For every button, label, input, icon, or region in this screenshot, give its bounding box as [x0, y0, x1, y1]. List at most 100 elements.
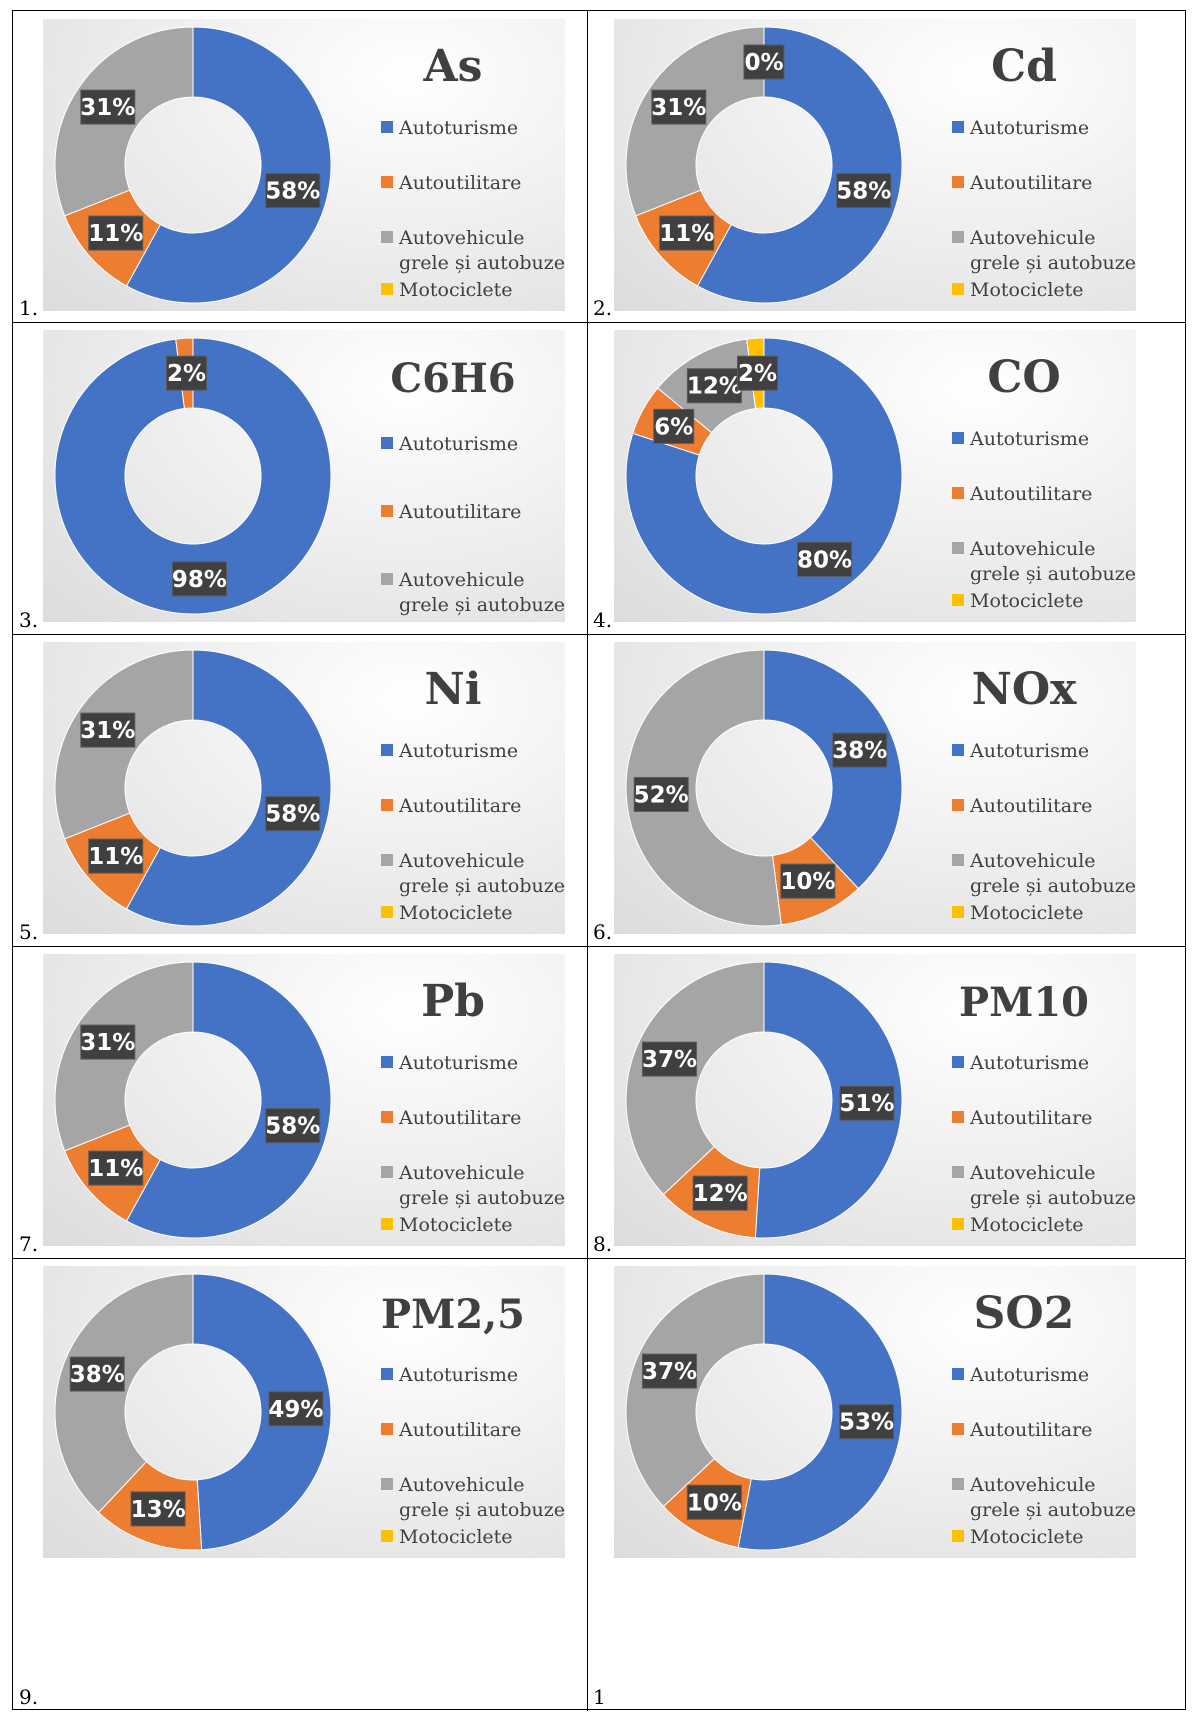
legend-item: Autoturisme: [952, 740, 1089, 762]
legend-label: Motociclete: [399, 1214, 513, 1236]
data-label-text: 51%: [839, 1091, 894, 1117]
data-label-text: 31%: [80, 718, 135, 744]
data-label-text: 58%: [836, 179, 891, 205]
data-label-text: 11%: [88, 1156, 143, 1182]
data-label-text: 11%: [88, 221, 143, 247]
legend-swatch: [952, 1368, 964, 1380]
legend-swatch: [381, 906, 393, 918]
legend-label: Autoutilitare: [969, 172, 1092, 194]
data-label-text: 58%: [265, 179, 320, 205]
chart-number: 4.: [593, 608, 613, 632]
chart-number: 6.: [593, 920, 613, 944]
chart-title: SO2: [974, 1288, 1075, 1339]
donut-slice: [125, 26, 332, 304]
donut-slice: [625, 1273, 765, 1508]
chart-panel-co: 80% 6% 12% 2% CO Autoturisme Autoutilitare Auto…: [614, 330, 1136, 622]
data-label-text: 58%: [265, 802, 320, 828]
grid-divider-vertical: [587, 11, 588, 1711]
data-label: 38%: [832, 732, 887, 768]
legend-item: Autovehicule grele și autobuze: [952, 227, 1136, 274]
legend-label: Autoturisme: [398, 117, 518, 139]
legend-item: Motociclete: [381, 1526, 513, 1548]
donut-chart-svg: 98% 2% C6H6 Autoturisme Autoutilitare Autoveh…: [54, 337, 565, 616]
chart-panel-pm10: 51% 12% 37% PM10 Autoturisme Autoutilitare Aut…: [614, 954, 1136, 1246]
legend-item: Autovehicule grele și autobuze: [381, 1162, 565, 1209]
legend-swatch: [952, 1166, 964, 1178]
legend-item: Autoturisme: [381, 433, 518, 455]
data-label: 10%: [687, 1484, 742, 1520]
legend-label: Autovehicule grele și autobuze: [969, 1162, 1136, 1209]
legend-swatch: [952, 487, 964, 499]
legend-swatch: [381, 231, 393, 243]
data-label: 6%: [653, 408, 695, 444]
legend-swatch: [381, 121, 393, 133]
donut-chart-svg: 58% 11% 31% As Autoturisme Autoutilitare Autov…: [54, 26, 565, 304]
data-label: 13%: [131, 1491, 186, 1527]
legend-label: Motociclete: [970, 1526, 1084, 1548]
chart-panel-pm25: 49% 13% 38% PM2,5 Autoturisme Autoutilitare Au…: [43, 1266, 565, 1558]
donut-chart-svg: 53% 10% 37% SO2 Autoturisme Autoutilitare Auto…: [625, 1273, 1136, 1551]
grid-divider-horizontal: [13, 634, 1185, 635]
data-label-text: 6%: [654, 414, 693, 440]
legend-swatch: [952, 799, 964, 811]
data-label: 52%: [634, 776, 689, 812]
data-label-text: 31%: [80, 95, 135, 121]
donut-chart-svg: 58% 11% 31% Ni Autoturisme Autoutilitare Autov…: [54, 649, 565, 927]
legend-swatch: [381, 1423, 393, 1435]
legend-label: Autoturisme: [969, 428, 1089, 450]
legend-label: Autoturisme: [969, 740, 1089, 762]
legend-swatch: [952, 121, 964, 133]
chart-panel-cd: 58% 11% 31% 0% Cd Autoturisme Autoutilitare Aut…: [614, 19, 1136, 311]
donut-slice: [696, 26, 903, 304]
legend-swatch: [381, 283, 393, 295]
legend-item: Autoturisme: [952, 1052, 1089, 1074]
legend-item: Autovehicule grele și autobuze: [381, 569, 565, 616]
data-label: 31%: [80, 89, 135, 125]
legend-label: Autovehicule grele și autobuze: [398, 1162, 565, 1209]
legend-item: Autoutilitare: [952, 483, 1092, 505]
legend-item: Motociclete: [952, 279, 1084, 301]
legend-swatch: [952, 906, 964, 918]
legend-item: Autoturisme: [381, 740, 518, 762]
chart-title: Pb: [421, 976, 485, 1027]
donut-slice: [625, 649, 782, 927]
data-label: 0%: [743, 44, 785, 80]
data-label-text: 58%: [265, 1114, 320, 1140]
legend-label: Motociclete: [399, 902, 513, 924]
legend-swatch: [952, 854, 964, 866]
data-label: 12%: [693, 1175, 748, 1211]
legend-item: Motociclete: [381, 1214, 513, 1236]
legend-label: Autoutilitare: [969, 795, 1092, 817]
chart-title: Cd: [991, 41, 1057, 92]
data-label: 58%: [265, 173, 320, 209]
chart-grid: 58% 11% 31% As Autoturisme Autoutilitare Autov…: [12, 10, 1186, 1711]
legend-swatch: [952, 283, 964, 295]
data-label: 38%: [70, 1356, 125, 1392]
legend-label: Autovehicule grele și autobuze: [969, 1474, 1136, 1521]
legend-swatch: [952, 1423, 964, 1435]
data-label: 2%: [166, 355, 208, 391]
data-label-text: 13%: [131, 1497, 186, 1523]
legend-swatch: [381, 1368, 393, 1380]
data-label-text: 10%: [780, 869, 835, 895]
legend-swatch: [381, 437, 393, 449]
grid-divider-horizontal: [13, 1258, 1185, 1259]
legend-item: Autoutilitare: [381, 501, 521, 523]
data-label-text: 0%: [744, 50, 783, 76]
legend-item: Autoturisme: [952, 428, 1089, 450]
legend-swatch: [381, 1111, 393, 1123]
legend-item: Autovehicule grele și autobuze: [952, 1474, 1136, 1521]
legend-label: Autovehicule grele și autobuze: [398, 850, 565, 897]
legend-item: Autovehicule grele și autobuze: [952, 850, 1136, 897]
data-label-text: 2%: [167, 361, 206, 387]
legend-label: Motociclete: [399, 279, 513, 301]
chart-number: 5.: [19, 920, 39, 944]
chart-panel-c6h6: 98% 2% C6H6 Autoturisme Autoutilitare Autoveh…: [43, 330, 565, 622]
legend-swatch: [952, 231, 964, 243]
legend-swatch: [952, 432, 964, 444]
chart-panel-as: 58% 11% 31% As Autoturisme Autoutilitare Autov…: [43, 19, 565, 311]
legend-swatch: [952, 176, 964, 188]
donut-slice: [763, 649, 903, 890]
data-label-text: 98%: [172, 567, 227, 593]
donut-chart-svg: 80% 6% 12%2% CO Autoturisme Autoutilitare Auto…: [625, 337, 1136, 615]
